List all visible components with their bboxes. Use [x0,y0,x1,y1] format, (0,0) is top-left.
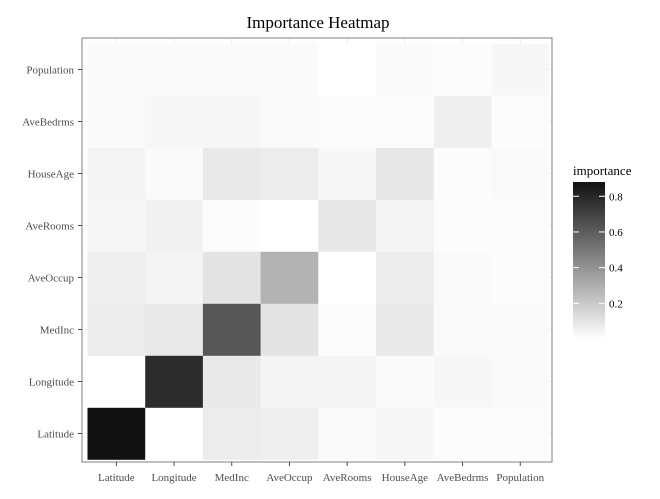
heatmap-cell-population-longitude [145,43,204,96]
heatmap-cell-latitude-latitude [87,407,146,460]
heatmap-cell-medinc-aveoccup [260,303,319,356]
heatmap-cell-averooms-aveoccup [260,199,319,252]
heatmap-cell-longitude-aveoccup [260,355,319,408]
x-tick-label: Population [496,472,544,484]
chart-title: Importance Heatmap [246,13,389,32]
heatmap-cell-houseage-medinc [202,147,261,200]
heatmap-cell-aveoccup-population [491,251,550,304]
x-tick-label: AveOccup [266,472,313,484]
heatmap-cell-population-population [491,43,550,96]
heatmap-cell-averooms-medinc [202,199,261,252]
heatmap-cell-averooms-averooms [318,199,377,252]
heatmap-cell-avebedrms-latitude [87,95,146,148]
x-tick-label: HouseAge [382,472,429,484]
heatmap-cell-averooms-latitude [87,199,146,252]
heatmap-cell-population-averooms [318,43,377,96]
legend: importance 0.2 0.4 0.6 0.8 [573,163,632,339]
heatmap-cell-houseage-longitude [145,147,204,200]
heatmap-cell-avebedrms-averooms [318,95,377,148]
y-tick-label: MedInc [40,325,74,337]
axes: Latitude Longitude MedInc AveOccup AveRooms H… [22,65,544,485]
heatmap-cell-longitude-houseage [376,355,434,408]
x-tick-label: Longitude [151,472,196,484]
legend-title: importance [573,163,632,178]
heatmap-cell-longitude-population [491,355,550,408]
legend-tick-label: 0.4 [609,263,623,275]
y-tick-label: AveBedrms [22,117,74,129]
y-tick-label: Latitude [37,429,74,441]
heatmap-cell-longitude-latitude [87,355,146,408]
heatmap-cell-averooms-houseage [376,199,434,252]
heatmap-cell-avebedrms-aveoccup [260,95,319,148]
heatmap-cell-aveoccup-medinc [202,251,261,304]
heatmap-cell-houseage-avebedrms [433,147,492,200]
heatmap-cell-latitude-medinc [202,407,261,460]
heatmap-cells [87,43,550,460]
y-tick-label: HouseAge [28,169,75,181]
heatmap-cell-averooms-longitude [145,199,204,252]
heatmap-cell-longitude-avebedrms [433,355,492,408]
heatmap-cell-avebedrms-houseage [376,95,434,148]
heatmap-cell-averooms-avebedrms [433,199,492,252]
heatmap-cell-population-houseage [376,43,434,96]
heatmap-cell-latitude-aveoccup [260,407,319,460]
heatmap-cell-latitude-averooms [318,407,377,460]
heatmap-cell-medinc-houseage [376,303,434,356]
heatmap-cell-aveoccup-averooms [318,251,377,304]
heatmap-cell-medinc-avebedrms [433,303,492,356]
x-tick-label: MedInc [215,472,249,484]
heatmap-cell-population-avebedrms [433,43,492,96]
heatmap-cell-houseage-aveoccup [260,147,319,200]
heatmap-cell-medinc-longitude [145,303,204,356]
heatmap-cell-aveoccup-houseage [376,251,434,304]
heatmap-cell-averooms-population [491,199,550,252]
heatmap-cell-avebedrms-medinc [202,95,261,148]
heatmap-cell-longitude-longitude [145,355,204,408]
heatmap-cell-medinc-medinc [202,303,261,356]
heatmap-cell-avebedrms-population [491,95,550,148]
y-tick-label: Longitude [29,377,74,389]
legend-tick-label: 0.2 [609,298,623,310]
heatmap-cell-latitude-houseage [376,407,434,460]
heatmap-cell-latitude-population [491,407,550,460]
heatmap-cell-houseage-houseage [376,147,434,200]
x-tick-label: Latitude [98,472,135,484]
heatmap-cell-population-medinc [202,43,261,96]
heatmap-cell-houseage-latitude [87,147,146,200]
heatmap-cell-houseage-averooms [318,147,377,200]
heatmap-cell-avebedrms-avebedrms [433,95,492,148]
heatmap-cell-houseage-population [491,147,550,200]
legend-tick-label: 0.8 [609,191,623,203]
y-tick-label: Population [26,65,74,77]
heatmap-cell-aveoccup-avebedrms [433,251,492,304]
plot-panel-border [81,37,553,463]
heatmap-cell-longitude-averooms [318,355,377,408]
legend-colorbar [573,182,605,339]
heatmap-cell-aveoccup-latitude [87,251,146,304]
heatmap-cell-aveoccup-aveoccup [260,251,319,304]
heatmap-cell-medinc-population [491,303,550,356]
y-tick-label: AveRooms [25,221,74,233]
x-tick-label: AveRooms [323,472,372,484]
heatmap-cell-medinc-averooms [318,303,377,356]
heatmap-cell-aveoccup-longitude [145,251,204,304]
heatmap-cell-medinc-latitude [87,303,146,356]
heatmap-cell-population-latitude [87,43,146,96]
heatmap-cell-avebedrms-longitude [145,95,204,148]
x-tick-label: AveBedrms [437,472,489,484]
heatmap-cell-latitude-longitude [145,407,204,460]
heatmap-cell-latitude-avebedrms [433,407,492,460]
heatmap-cell-population-aveoccup [260,43,319,96]
y-tick-label: AveOccup [28,273,75,285]
legend-tick-label: 0.6 [609,227,623,239]
heatmap-cell-longitude-medinc [202,355,261,408]
